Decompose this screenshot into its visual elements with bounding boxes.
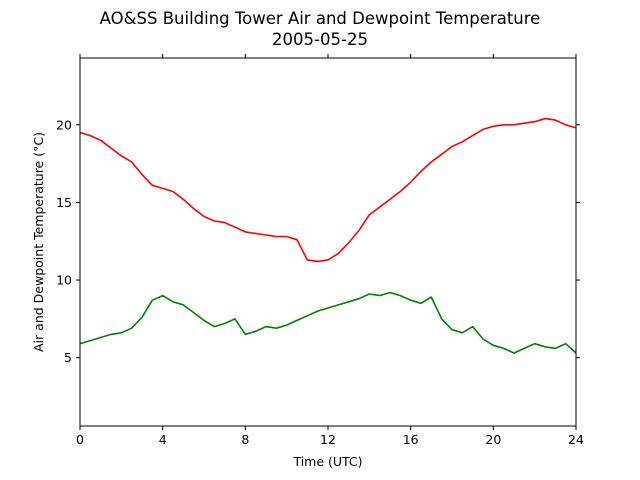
- y-tick-label: 20: [56, 117, 72, 132]
- series-line-2: [80, 291, 576, 354]
- x-tick-label: 4: [159, 432, 167, 447]
- y-tick-label: 15: [56, 195, 72, 210]
- y-tick-label: 5: [64, 350, 72, 365]
- x-tick-label: 8: [241, 432, 249, 447]
- series-group: [80, 117, 576, 354]
- x-tick-label: 12: [320, 432, 336, 447]
- y-tick-label: 10: [56, 273, 72, 288]
- ticks-group: 0 4 8 12 16 20 24 5 10 15 20: [56, 54, 584, 447]
- chart-title: AO&SS Building Tower Air and Dewpoint Te…: [100, 9, 541, 28]
- x-tick-label: 0: [76, 432, 84, 447]
- x-tick-label: 16: [403, 432, 419, 447]
- series-line-1: [80, 117, 576, 263]
- plot-frame: [79, 57, 577, 427]
- chart-subtitle: 2005-05-25: [272, 30, 368, 49]
- x-tick-label: 20: [485, 432, 501, 447]
- y-axis-label: Air and Dewpoint Temperature (°C): [31, 132, 46, 352]
- x-axis-label: Time (UTC): [292, 454, 362, 469]
- x-tick-label: 24: [568, 432, 584, 447]
